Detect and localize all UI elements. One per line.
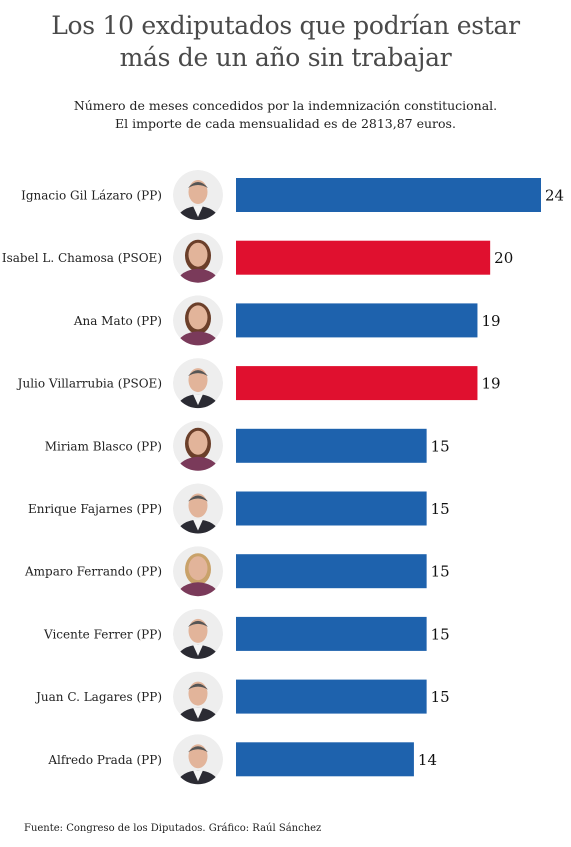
category-label: Amparo Ferrando (PP)	[24, 565, 162, 579]
bar-row: Ana Mato (PP) 19	[73, 295, 501, 346]
man-suit-portrait-icon	[173, 170, 223, 220]
value-label: 15	[431, 500, 450, 518]
chart-subtitle-line-2: El importe de cada mensualidad es de 281…	[115, 116, 456, 131]
bar	[236, 616, 427, 651]
category-label: Ignacio Gil Lázaro (PP)	[21, 189, 162, 203]
bar	[236, 428, 427, 463]
value-label: 19	[481, 312, 500, 330]
woman-portrait-icon	[173, 420, 223, 471]
bar	[236, 679, 427, 714]
bar-row: Miriam Blasco (PP) 15	[45, 420, 450, 471]
bar-row: Vicente Ferrer (PP) 15	[43, 608, 450, 659]
category-label: Vicente Ferrer (PP)	[43, 627, 162, 641]
category-label: Enrique Fajarnes (PP)	[28, 502, 162, 516]
value-label: 15	[431, 625, 450, 643]
bar-row: Juan C. Lagares (PP) 15	[34, 671, 450, 722]
bar-row: Amparo Ferrando (PP) 15	[24, 546, 450, 597]
man-mustache-portrait-icon	[173, 608, 223, 659]
chart-title-line-1: Los 10 exdiputados que podrían estar	[51, 11, 520, 40]
man-portrait-icon	[173, 734, 223, 785]
value-label: 15	[431, 437, 450, 455]
bar	[236, 491, 427, 526]
category-label: Alfredo Prada (PP)	[47, 753, 162, 767]
chart-subtitle: Número de meses concedidos por la indemn…	[0, 97, 571, 133]
value-label: 19	[481, 375, 500, 393]
category-label: Miriam Blasco (PP)	[45, 439, 162, 453]
bar	[236, 240, 491, 275]
bar-chart: Ignacio Gil Lázaro (PP) 24 Isabel L. Chamo…	[2, 170, 564, 785]
man-suit-portrait-icon	[173, 671, 223, 722]
man-suit-portrait-icon	[173, 358, 223, 409]
bar-row: Isabel L. Chamosa (PSOE) 20	[2, 232, 513, 283]
man-glasses-portrait-icon	[173, 483, 223, 534]
chart-subtitle-line-1: Número de meses concedidos por la indemn…	[73, 98, 498, 113]
value-label: 24	[545, 187, 564, 205]
bar	[236, 366, 478, 401]
chart-title-line-2: más de un año sin trabajar	[119, 43, 452, 72]
value-label: 14	[418, 751, 437, 769]
category-label: Ana Mato (PP)	[73, 314, 162, 328]
bar-row: Alfredo Prada (PP) 14	[47, 734, 437, 785]
bar	[236, 742, 414, 777]
value-label: 15	[431, 563, 450, 581]
bar-row: Julio Villarrubia (PSOE) 19	[16, 358, 501, 409]
category-label: Julio Villarrubia (PSOE)	[16, 377, 162, 391]
chart-title: Los 10 exdiputados que podrían estar más…	[0, 10, 571, 74]
woman-glasses-portrait-icon	[173, 232, 223, 283]
value-label: 15	[431, 688, 450, 706]
bar-row: Ignacio Gil Lázaro (PP) 24	[21, 170, 564, 220]
bar	[236, 303, 478, 338]
woman-portrait-icon	[173, 295, 223, 346]
source-note: Fuente: Congreso de los Diputados. Gráfi…	[24, 823, 322, 834]
woman-blonde-portrait-icon	[173, 546, 223, 597]
bar	[236, 178, 541, 212]
category-label: Juan C. Lagares (PP)	[34, 690, 162, 704]
value-label: 20	[494, 249, 513, 267]
category-label: Isabel L. Chamosa (PSOE)	[2, 251, 162, 265]
bar	[236, 554, 427, 589]
bar-row: Enrique Fajarnes (PP) 15	[28, 483, 450, 534]
